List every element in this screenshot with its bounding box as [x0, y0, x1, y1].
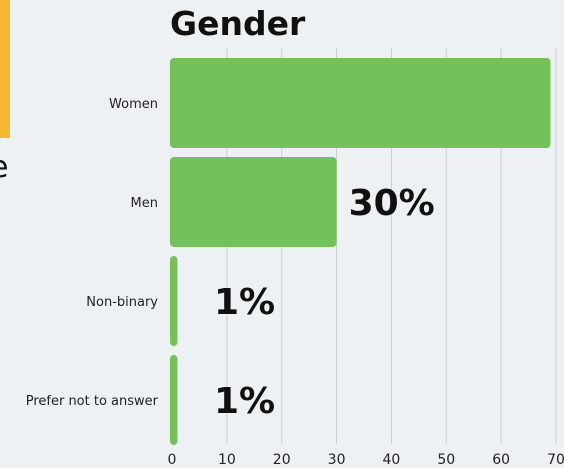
orange-accent-strip [0, 0, 10, 138]
bar [170, 157, 337, 247]
chart-title: Gender [170, 4, 306, 43]
category-label: Women [109, 97, 158, 112]
x-tick-label: 50 [437, 452, 455, 468]
bar [170, 355, 178, 445]
x-tick-label: 30 [328, 452, 346, 468]
x-tick-label: 60 [492, 452, 510, 468]
category-label: Men [131, 196, 158, 211]
bar [170, 58, 551, 148]
bar [170, 256, 178, 346]
truncated-side-text: e [0, 150, 8, 185]
x-tick-label: 70 [547, 452, 564, 468]
x-tick-label: 40 [383, 452, 401, 468]
x-tick-label: 10 [218, 452, 236, 468]
data-label: 1% [214, 381, 275, 422]
data-label: 30% [349, 183, 435, 224]
x-tick-label: 0 [168, 452, 177, 468]
category-label: Non-binary [86, 295, 158, 310]
x-tick-label: 20 [273, 452, 291, 468]
data-label: 1% [214, 282, 275, 323]
category-label: Prefer not to answer [26, 394, 159, 409]
